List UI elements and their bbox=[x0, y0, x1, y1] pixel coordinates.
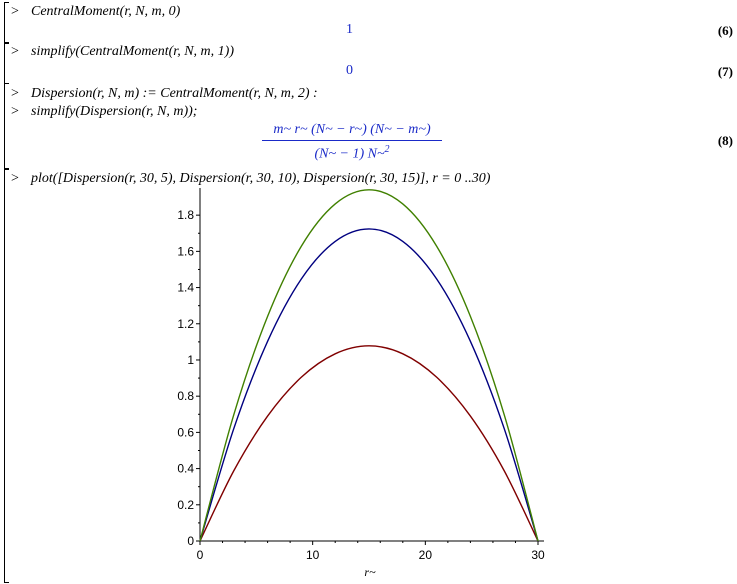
y-tick-label: 0 bbox=[187, 534, 194, 548]
y-tick-label: 1.6 bbox=[177, 244, 194, 258]
input-prompt: > bbox=[11, 104, 19, 119]
y-tick-label: 0.4 bbox=[177, 462, 194, 476]
execution-group-bracket[interactable] bbox=[4, 169, 9, 583]
output-fraction: m~ r~ (N~ − r~) (N~ − m~) (N~ − 1) N~2 bbox=[262, 122, 442, 163]
input-line[interactable]: plot([Dispersion(r, 30, 5), Dispersion(r… bbox=[31, 171, 491, 186]
input-prompt: > bbox=[11, 4, 19, 19]
y-tick-label: 1.2 bbox=[177, 317, 194, 331]
y-tick-label: 0.6 bbox=[177, 425, 194, 439]
input-prompt: > bbox=[11, 44, 19, 59]
input-prompt: > bbox=[11, 171, 19, 186]
fraction-bar bbox=[262, 140, 442, 141]
y-tick-label: 1.4 bbox=[177, 281, 194, 295]
y-tick-label: 1.8 bbox=[177, 208, 194, 222]
x-axis-label: r~ bbox=[364, 565, 376, 579]
denominator-text: (N~ − 1) N~ bbox=[314, 146, 385, 162]
plot-output[interactable]: 0 0.2 0.4 0.6 0.8 1 1.2 1.4 1.6 1.8 0 10 20 30 r~ bbox=[0, 184, 737, 584]
equation-label: (8) bbox=[717, 133, 733, 148]
plot-axes bbox=[196, 188, 544, 545]
input-line[interactable]: CentralMoment(r, N, m, 0) bbox=[31, 4, 181, 19]
denominator-exponent: 2 bbox=[384, 144, 390, 155]
series-line-m10 bbox=[199, 228, 539, 542]
output-value: 0 bbox=[346, 63, 353, 78]
y-tick-label: 0.2 bbox=[177, 498, 194, 512]
input-prompt: > bbox=[11, 86, 19, 101]
y-tick-label: 1 bbox=[187, 353, 194, 367]
output-value: 1 bbox=[346, 22, 353, 37]
x-tick-label: 30 bbox=[531, 548, 545, 562]
equation-label: (6) bbox=[717, 23, 733, 38]
y-tick-label: 0.8 bbox=[177, 389, 194, 403]
x-tick-label: 10 bbox=[306, 548, 320, 562]
input-line[interactable]: simplify(CentralMoment(r, N, m, 1)) bbox=[31, 44, 234, 59]
plot-curves bbox=[199, 189, 539, 542]
execution-group-bracket[interactable] bbox=[4, 42, 9, 84]
x-tick-label: 0 bbox=[197, 548, 204, 562]
series-line-m5 bbox=[199, 345, 539, 542]
series-line-m15 bbox=[199, 189, 539, 542]
fraction-numerator: m~ r~ (N~ − r~) (N~ − m~) bbox=[273, 122, 431, 137]
execution-group-bracket[interactable] bbox=[4, 83, 9, 169]
equation-label: (7) bbox=[717, 64, 733, 79]
execution-group-bracket[interactable] bbox=[4, 2, 9, 44]
input-line[interactable]: simplify(Dispersion(r, N, m)); bbox=[31, 104, 198, 119]
input-line[interactable]: Dispersion(r, N, m) := CentralMoment(r, … bbox=[31, 86, 318, 101]
fraction-denominator: (N~ − 1) N~2 bbox=[262, 141, 442, 163]
x-tick-label: 20 bbox=[419, 548, 433, 562]
plot-tick-labels: 0 0.2 0.4 0.6 0.8 1 1.2 1.4 1.6 1.8 0 10 20 30 r~ bbox=[177, 208, 545, 579]
